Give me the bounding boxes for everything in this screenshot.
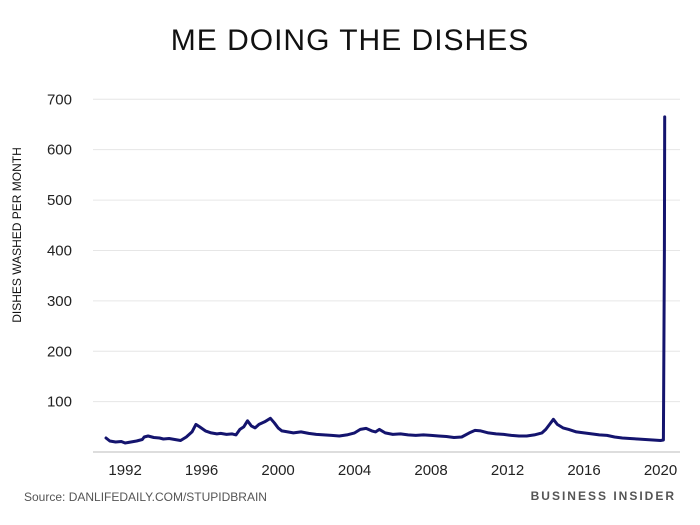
x-tick-label: 1996 bbox=[185, 462, 218, 479]
y-axis-label: DISHES WASHED PER MONTH bbox=[10, 147, 24, 323]
y-tick-labels: 100 200 300 400 500 600 700 bbox=[47, 91, 72, 410]
chart-title: ME DOING THE DISHES bbox=[170, 24, 530, 57]
source-text: DANLIFEDAILY.COM/STUPIDBRAIN bbox=[68, 490, 267, 504]
series-line bbox=[104, 115, 667, 445]
y-tick-label: 100 bbox=[47, 394, 72, 411]
x-tick-label: 2012 bbox=[491, 462, 524, 479]
y-tick-label: 700 bbox=[47, 91, 72, 108]
y-tick-label: 500 bbox=[47, 192, 72, 209]
x-tick-label: 2000 bbox=[261, 462, 294, 479]
x-tick-label: 2004 bbox=[338, 462, 371, 479]
x-tick-label: 2020 bbox=[644, 462, 677, 479]
x-tick-label: 2008 bbox=[414, 462, 447, 479]
x-tick-labels: 1992 1996 2000 2004 2008 2012 2016 2020 bbox=[108, 462, 677, 479]
y-tick-label: 300 bbox=[47, 293, 72, 310]
x-tick-label: 1992 bbox=[108, 462, 141, 479]
x-tick-label: 2016 bbox=[567, 462, 600, 479]
source-note: Source: DANLIFEDAILY.COM/STUPIDBRAIN bbox=[24, 490, 267, 504]
y-tick-label: 400 bbox=[47, 242, 72, 259]
source-label: Source: bbox=[24, 490, 66, 504]
y-tick-label: 600 bbox=[47, 142, 72, 159]
y-tick-label: 200 bbox=[47, 343, 72, 360]
business-insider-logo: BUSINESS INSIDER bbox=[530, 489, 676, 503]
gridlines bbox=[93, 98, 680, 403]
